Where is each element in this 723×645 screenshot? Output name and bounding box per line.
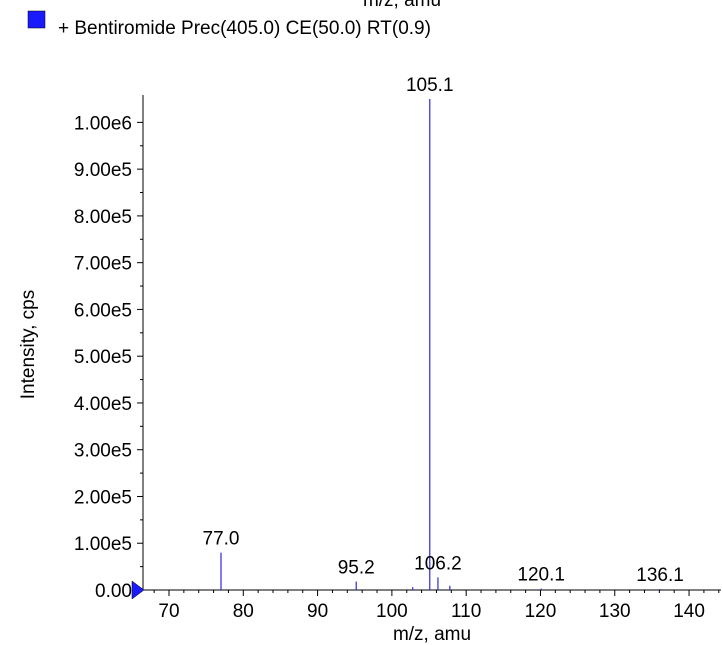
x-tick-label: 80 bbox=[233, 601, 254, 622]
peak-labels: 77.0 95.2 105.1 106.2 120.1 136.1 bbox=[203, 75, 684, 586]
legend-label: + Bentiromide Prec(405.0) CE(50.0) RT(0.… bbox=[58, 18, 431, 39]
peak-label: 105.1 bbox=[406, 75, 454, 96]
peaks bbox=[220, 99, 661, 590]
y-tick-label: 7.00e5 bbox=[74, 254, 132, 275]
x-tick-label: 110 bbox=[451, 601, 481, 622]
y-tick-label: 1.00e6 bbox=[74, 113, 132, 134]
y-tick-label: 3.00e5 bbox=[74, 441, 132, 462]
x-tick-label: 130 bbox=[599, 601, 631, 622]
origin-marker-icon bbox=[131, 580, 145, 600]
axes: 0.00 1.00e5 2.00e5 3.00e5 4.00e5 5.00e5 6.00e5… bbox=[74, 95, 721, 622]
y-tick-label: 6.00e5 bbox=[74, 300, 132, 321]
y-axis-label: Intensity, cps bbox=[18, 290, 39, 399]
legend-swatch bbox=[27, 10, 46, 29]
peak-label: 120.1 bbox=[517, 565, 565, 586]
peak-label: 106.2 bbox=[414, 553, 462, 574]
x-axis-label: m/z, amu bbox=[393, 624, 471, 645]
cut-top-label: m/z, amu bbox=[363, 0, 441, 11]
peak-label: 136.1 bbox=[636, 565, 684, 586]
x-tick-label: 100 bbox=[376, 601, 408, 622]
y-tick-label: 5.00e5 bbox=[74, 347, 132, 368]
y-tick-label: 8.00e5 bbox=[74, 207, 132, 228]
y-tick-label: 1.00e5 bbox=[74, 534, 132, 555]
y-tick-label: 2.00e5 bbox=[74, 487, 132, 508]
x-tick-label: 140 bbox=[673, 601, 705, 622]
x-tick-label: 90 bbox=[307, 601, 328, 622]
peak-label: 77.0 bbox=[203, 529, 240, 550]
y-tick-label: 0.00 bbox=[95, 581, 132, 602]
y-tick-label: 9.00e5 bbox=[74, 160, 132, 181]
y-tick-label: 4.00e5 bbox=[74, 394, 132, 415]
x-tick-label: 120 bbox=[525, 601, 557, 622]
peak-label: 95.2 bbox=[338, 558, 375, 579]
x-tick-label: 70 bbox=[158, 601, 179, 622]
